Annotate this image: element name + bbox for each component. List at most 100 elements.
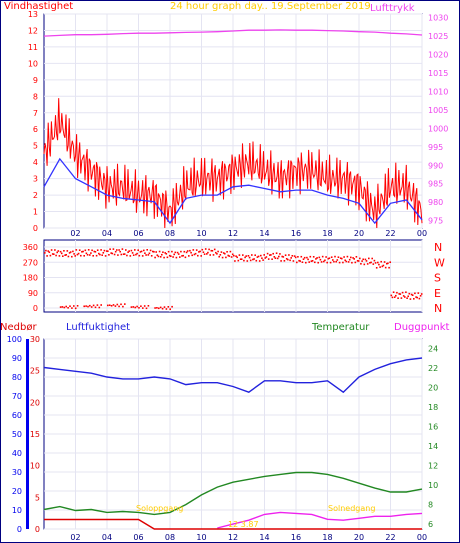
direction-point — [316, 257, 318, 259]
direction-point — [382, 264, 385, 267]
wind-right-tick-label: 990 — [428, 161, 443, 170]
direction-point — [186, 250, 189, 252]
direction-point — [344, 259, 346, 262]
direction-point — [335, 260, 337, 263]
direction-point — [59, 250, 62, 253]
direction-point — [341, 257, 343, 260]
direction-point — [411, 294, 414, 296]
direction-point — [49, 254, 52, 257]
direction-point — [81, 251, 83, 253]
wind-x-tick-label: 18 — [322, 229, 332, 238]
direction-point — [63, 250, 65, 252]
direction-point — [230, 256, 233, 258]
direction-point — [390, 294, 393, 297]
direction-point — [195, 249, 198, 251]
direction-point — [56, 251, 58, 254]
precip-axis-bar — [26, 339, 29, 529]
direction-point — [303, 256, 306, 259]
direction-point — [147, 305, 150, 307]
direction-point — [338, 261, 341, 264]
direction-point — [54, 249, 56, 251]
direction-point — [107, 304, 109, 307]
direction-point — [71, 255, 73, 258]
wind-right-ticks: 975 980 985 990 995 1000 1005 1010 1015 1020 1025 1… — [428, 14, 448, 226]
direction-point — [66, 250, 69, 252]
direction-point — [202, 251, 205, 253]
compass-label: N — [434, 241, 442, 254]
direction-point — [150, 255, 153, 257]
x-axis-ticks: 02 02 04 04 06 06 08 08 10 10 12 12 14 14 16 16 18 18 20 20… — [70, 229, 427, 542]
direction-point — [198, 251, 200, 253]
direction-point — [306, 256, 308, 259]
direction-point — [329, 261, 332, 264]
direction-point — [328, 257, 331, 259]
direction-point — [210, 249, 213, 252]
direction-point — [384, 266, 387, 269]
direction-point — [391, 296, 394, 299]
wind-x-tick-label: 08 — [165, 229, 175, 238]
direction-point — [418, 297, 421, 300]
precip-tick-label: 40 — [12, 449, 22, 458]
temp-tick-label: 16 — [428, 423, 438, 432]
direction-point — [169, 308, 171, 310]
direction-point — [312, 256, 315, 258]
direction-point — [254, 254, 256, 256]
direction-point — [261, 257, 263, 259]
direction-point — [334, 255, 336, 258]
direction-point — [171, 305, 173, 308]
wind-x-tick-label: 04 — [102, 229, 112, 238]
direction-point — [48, 251, 51, 253]
direction-point — [92, 304, 95, 307]
direction-point — [177, 253, 180, 255]
direction-point — [161, 307, 164, 310]
direction-point — [85, 252, 88, 255]
direction-point — [131, 252, 134, 254]
weather-x-tick-label: 20 — [354, 533, 364, 542]
precip-tick-label: 80 — [12, 373, 22, 382]
direction-point — [296, 261, 298, 264]
direction-point — [61, 306, 64, 308]
direction-point — [325, 256, 327, 258]
direction-point — [90, 306, 93, 308]
direction-point — [396, 291, 398, 294]
direction-point — [154, 256, 156, 259]
direction-point — [346, 255, 349, 258]
direction-point — [125, 249, 127, 251]
direction-point — [388, 266, 390, 269]
weather-ticks: 0 10 20 30 40 50 60 70 80 90 100 0 5 10 15 20 25 30 6 8 10 12… — [7, 335, 438, 534]
direction-point — [90, 252, 92, 254]
direction-point — [402, 295, 405, 297]
direction-point — [229, 250, 232, 253]
direction-point — [158, 307, 160, 310]
dewpoint-label: Duggpunkt — [394, 322, 450, 333]
direction-point — [387, 262, 389, 265]
direction-point — [257, 255, 260, 258]
precip-tick-label: 20 — [12, 487, 22, 496]
wind-x-tick-label: 00 — [417, 229, 427, 238]
direction-point — [77, 252, 80, 255]
direction-point — [351, 261, 353, 264]
direction-point — [398, 293, 400, 295]
direction-point — [414, 292, 416, 295]
direction-point — [234, 260, 236, 262]
wind-right-tick-label: 1015 — [428, 69, 448, 78]
direction-point — [278, 255, 280, 258]
wind-right-tick-label: 1000 — [428, 124, 448, 133]
direction-point — [55, 254, 57, 257]
direction-point — [108, 254, 110, 256]
temp-tick-label: 14 — [428, 442, 438, 451]
direction-point — [127, 251, 129, 253]
direction-point — [112, 304, 115, 306]
direction-point — [266, 252, 269, 255]
direction-point — [179, 256, 181, 258]
direction-point — [136, 252, 138, 255]
direction-point — [188, 255, 190, 257]
direction-point — [74, 307, 77, 310]
direction-point — [378, 263, 380, 266]
direction-point — [253, 258, 255, 260]
direction-point — [247, 255, 250, 257]
direction-point — [101, 254, 103, 256]
direction-point — [163, 306, 166, 308]
precip-tick-label: 30 — [12, 468, 22, 477]
